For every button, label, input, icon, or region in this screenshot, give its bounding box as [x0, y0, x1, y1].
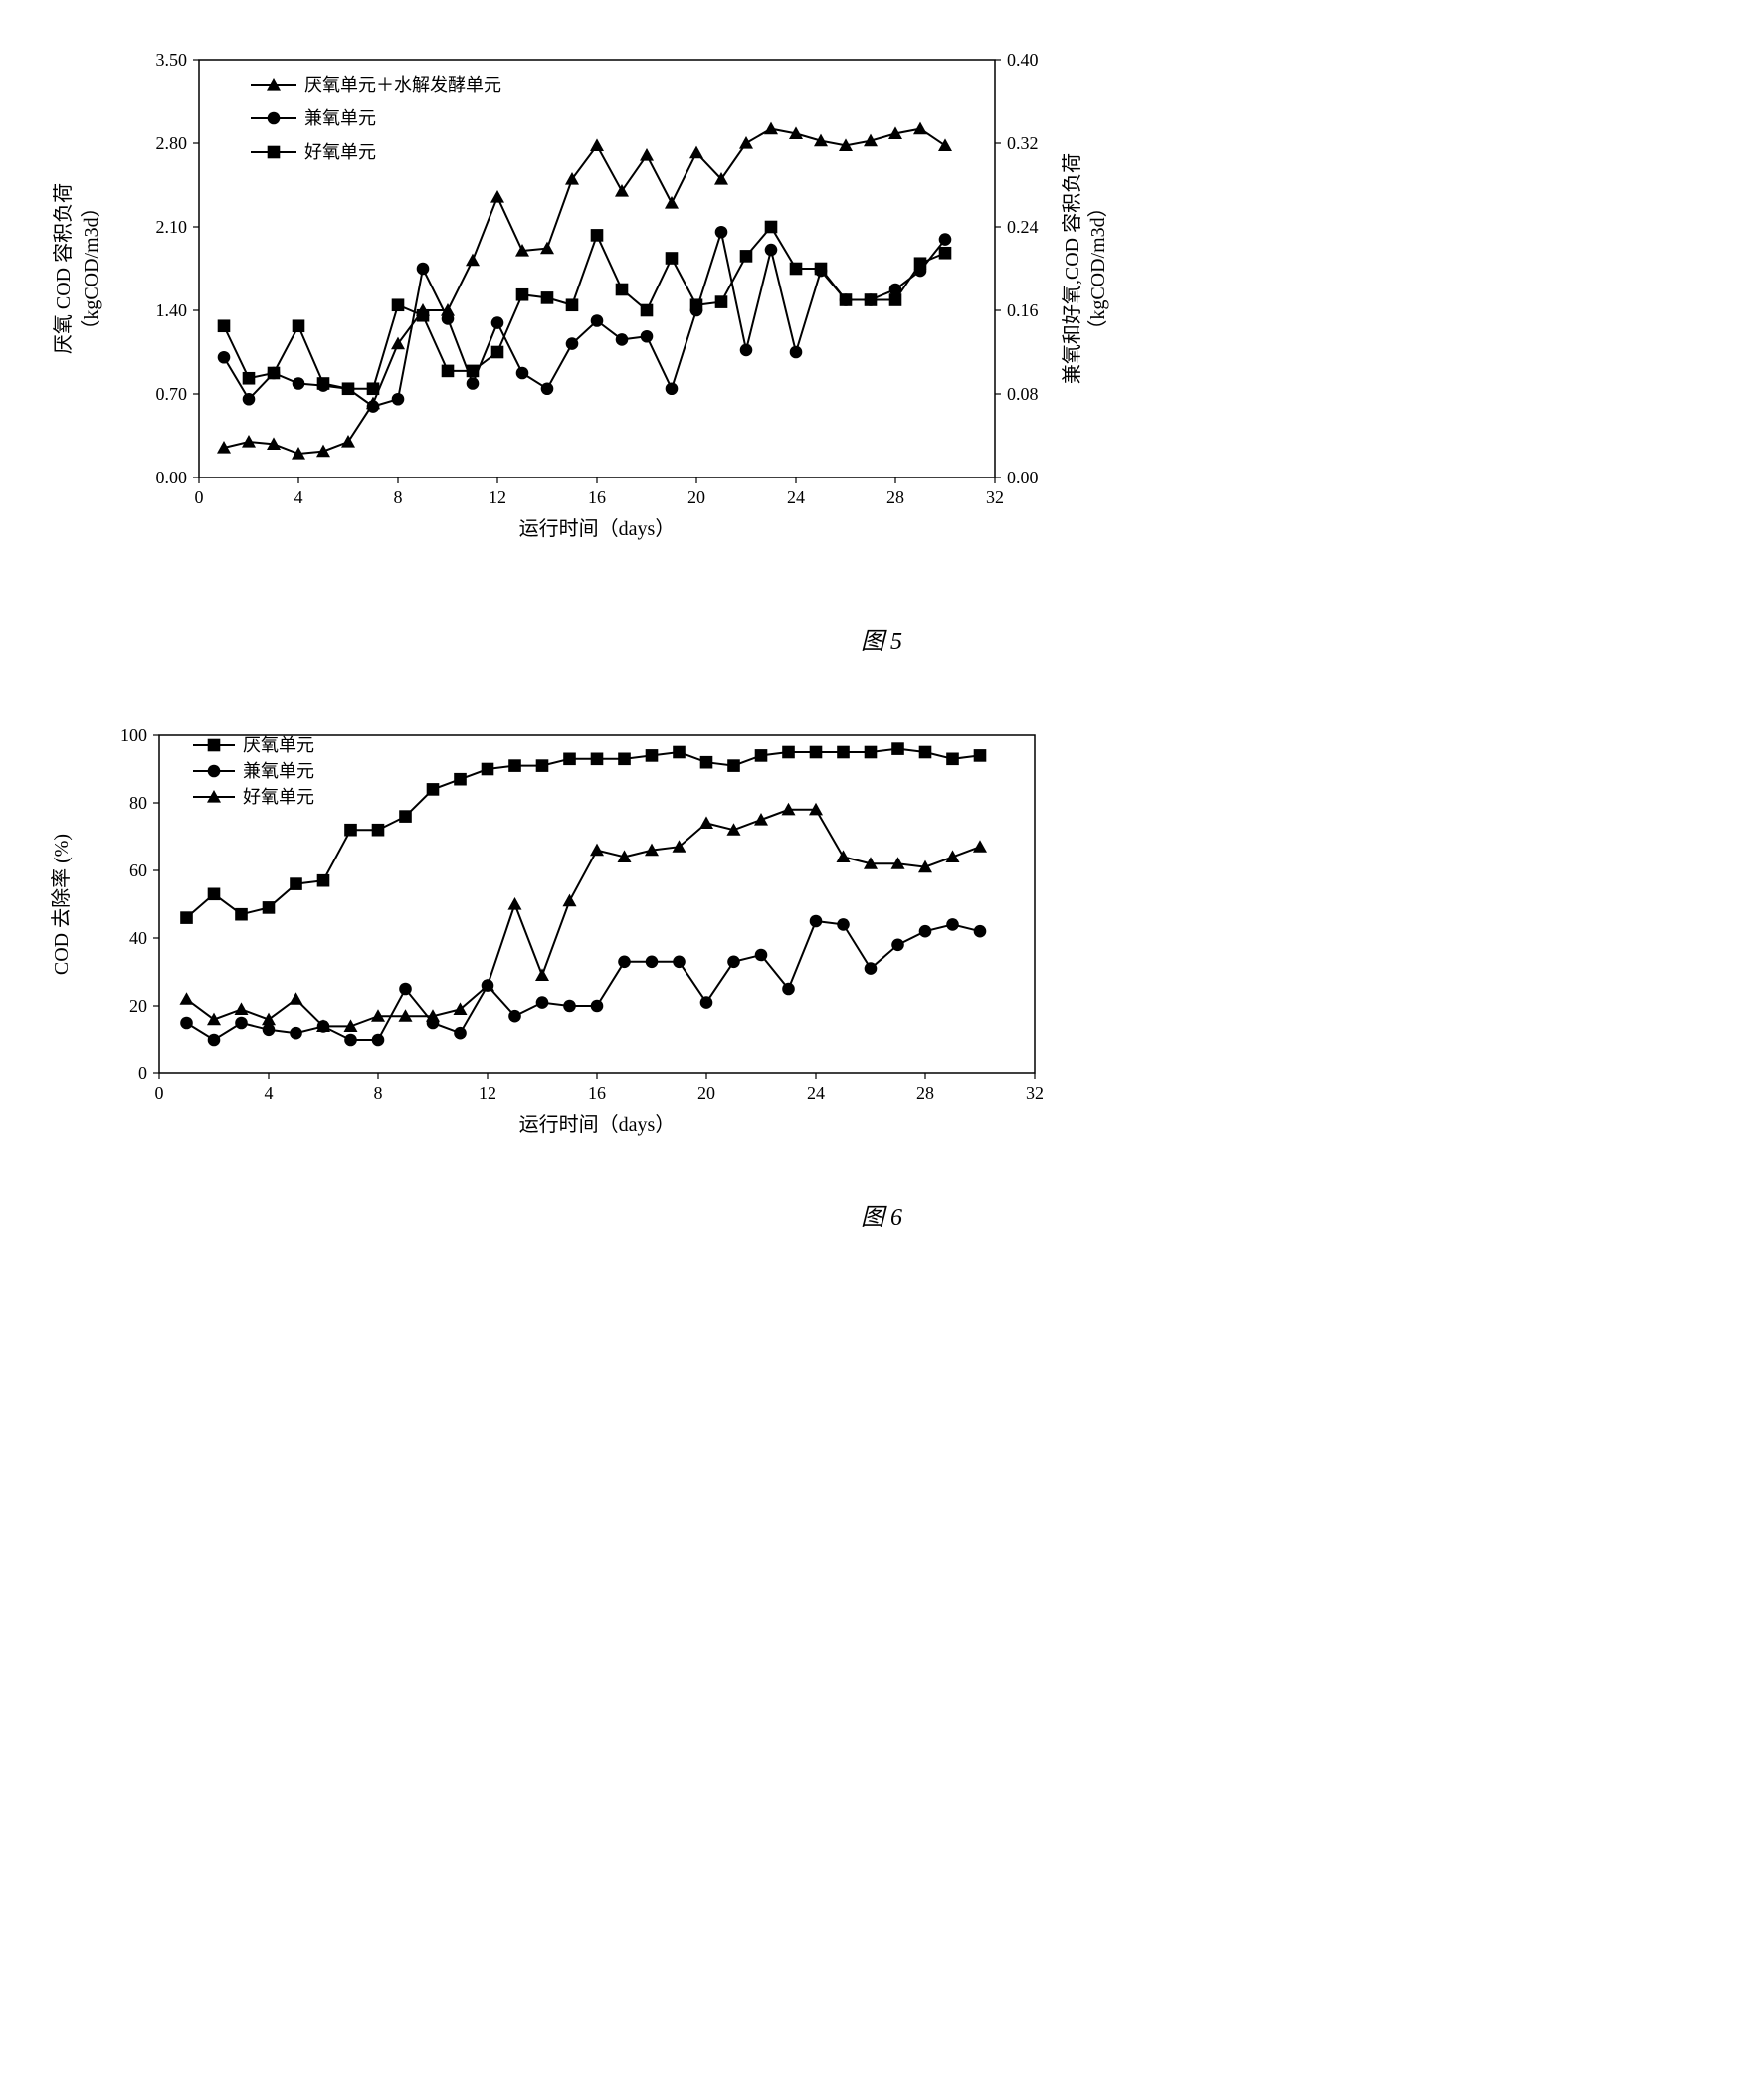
svg-text:0: 0: [195, 487, 204, 507]
svg-text:40: 40: [129, 928, 147, 948]
svg-text:0.32: 0.32: [1007, 133, 1039, 153]
svg-text:4: 4: [294, 487, 303, 507]
svg-text:0.24: 0.24: [1007, 217, 1039, 237]
svg-text:4: 4: [265, 1083, 274, 1103]
svg-text:8: 8: [394, 487, 403, 507]
svg-text:12: 12: [489, 487, 506, 507]
svg-text:好氧单元: 好氧单元: [304, 142, 376, 162]
svg-text:厌氧单元: 厌氧单元: [243, 735, 314, 755]
svg-text:8: 8: [374, 1083, 383, 1103]
svg-text:好氧单元: 好氧单元: [243, 787, 314, 807]
chart-5-svg: 0481216202428320.000.701.402.102.803.500…: [20, 40, 1114, 597]
svg-text:（kgCOD/m3d）: （kgCOD/m3d）: [1086, 197, 1109, 339]
svg-text:0.70: 0.70: [156, 384, 188, 404]
svg-text:100: 100: [120, 725, 147, 745]
svg-text:24: 24: [807, 1083, 825, 1103]
svg-text:0.08: 0.08: [1007, 384, 1039, 404]
svg-text:0.00: 0.00: [1007, 468, 1039, 487]
svg-text:COD 去除率 (%): COD 去除率 (%): [50, 834, 73, 975]
svg-text:厌氧单元＋水解发酵单元: 厌氧单元＋水解发酵单元: [304, 75, 501, 95]
svg-text:28: 28: [886, 487, 904, 507]
svg-text:0.16: 0.16: [1007, 300, 1039, 320]
svg-text:60: 60: [129, 860, 147, 880]
chart-6-container: 0 4 8 12 16 20 24 28 32 0 20 40 60 80 100 厌氧单元兼氧单元好氧单元运…: [20, 715, 1743, 1232]
chart-6-caption: 图 6: [20, 1197, 1743, 1232]
chart-6-svg: 0 4 8 12 16 20 24 28 32 0 20 40 60 80 100 厌氧单元兼氧单元好氧单元运…: [20, 715, 1114, 1173]
svg-text:20: 20: [687, 487, 705, 507]
svg-text:16: 16: [588, 1083, 606, 1103]
svg-text:（kgCOD/m3d）: （kgCOD/m3d）: [80, 197, 102, 339]
svg-text:20: 20: [697, 1083, 715, 1103]
svg-text:16: 16: [588, 487, 606, 507]
svg-text:12: 12: [479, 1083, 496, 1103]
svg-text:32: 32: [1026, 1083, 1044, 1103]
svg-text:80: 80: [129, 793, 147, 813]
svg-text:1.40: 1.40: [156, 300, 188, 320]
chart-5-container: 0481216202428320.000.701.402.102.803.500…: [20, 40, 1743, 656]
chart-5-caption: 图 5: [20, 621, 1743, 656]
svg-text:24: 24: [787, 487, 805, 507]
svg-text:32: 32: [986, 487, 1004, 507]
svg-text:兼氧和好氧,COD 容积负荷: 兼氧和好氧,COD 容积负荷: [1061, 153, 1083, 384]
svg-text:0.40: 0.40: [1007, 50, 1039, 70]
svg-text:运行时间（days）: 运行时间（days）: [519, 1113, 676, 1136]
svg-text:0.00: 0.00: [156, 468, 188, 487]
svg-text:20: 20: [129, 996, 147, 1016]
svg-text:2.10: 2.10: [156, 217, 188, 237]
svg-text:2.80: 2.80: [156, 133, 188, 153]
svg-text:兼氧单元: 兼氧单元: [304, 108, 376, 128]
svg-text:28: 28: [916, 1083, 934, 1103]
svg-text:厌氧 COD 容积负荷: 厌氧 COD 容积负荷: [52, 183, 75, 354]
svg-text:0: 0: [138, 1063, 147, 1083]
svg-text:3.50: 3.50: [156, 50, 188, 70]
svg-text:运行时间（days）: 运行时间（days）: [519, 517, 676, 540]
svg-text:0: 0: [155, 1083, 164, 1103]
svg-text:兼氧单元: 兼氧单元: [243, 761, 314, 781]
